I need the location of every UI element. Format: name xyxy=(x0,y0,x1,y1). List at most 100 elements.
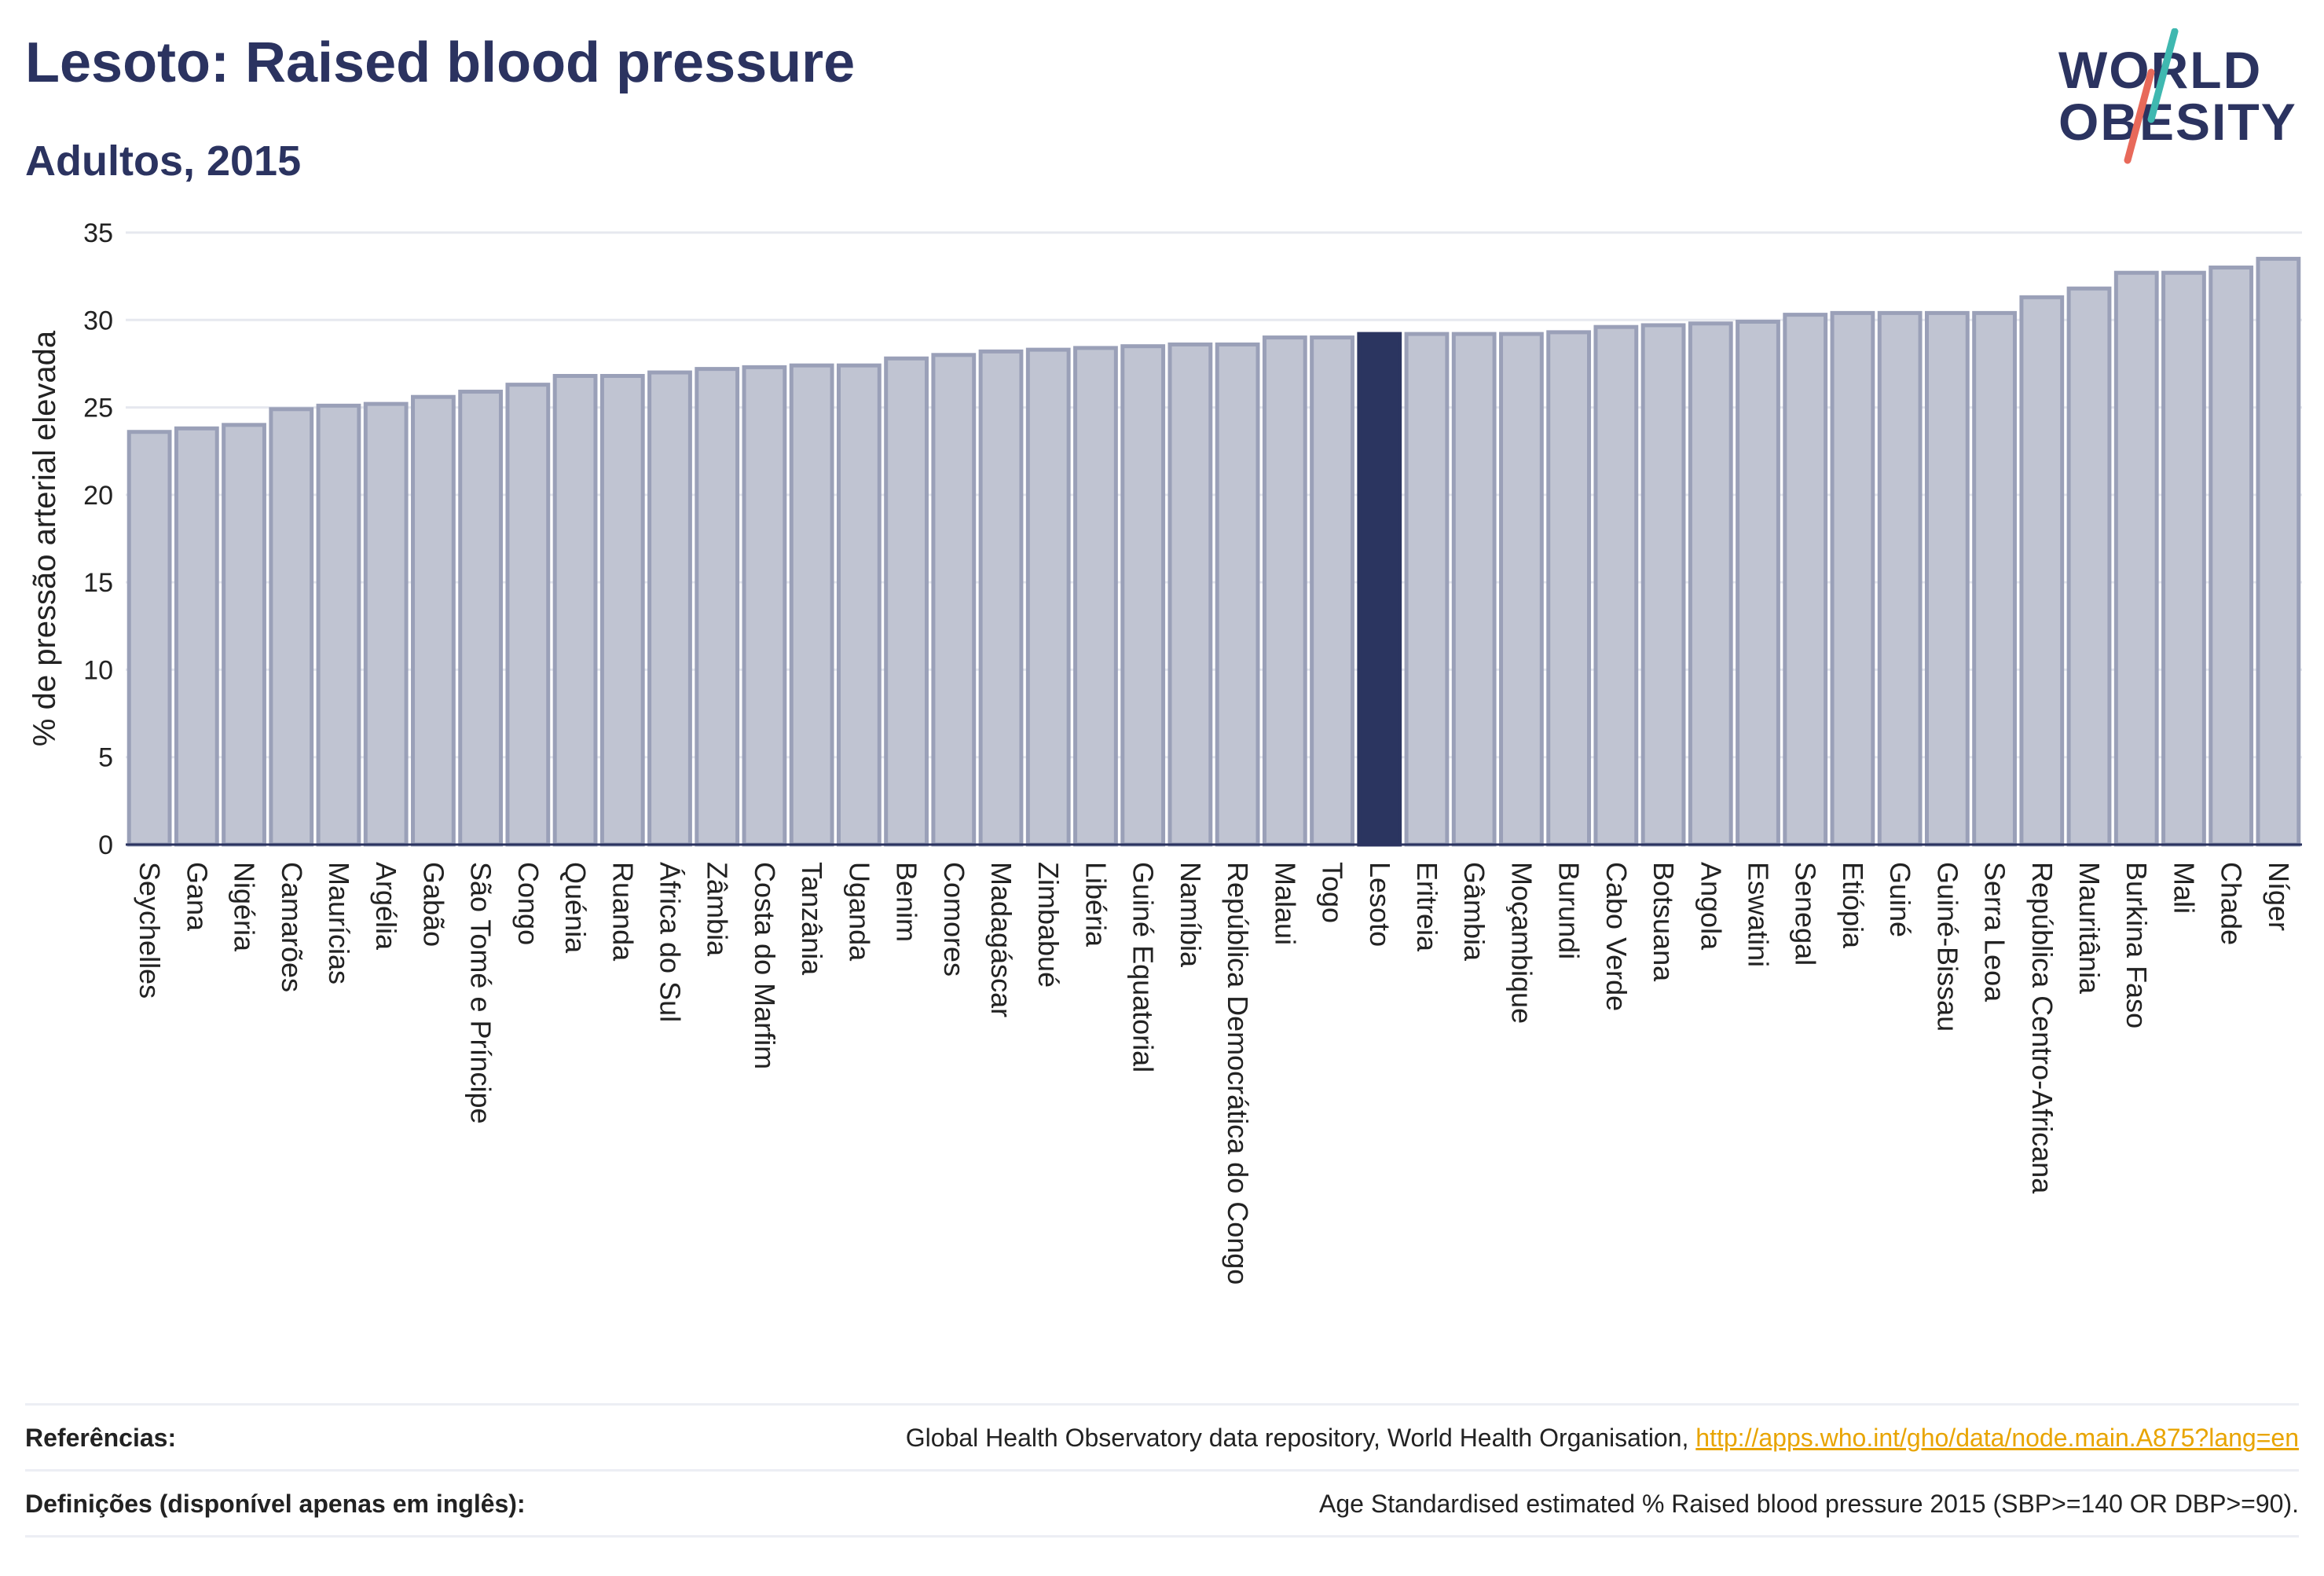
bar xyxy=(1972,310,2017,847)
bar xyxy=(978,349,1024,847)
x-tick-label: Botsuana xyxy=(1648,862,1680,982)
bar xyxy=(1546,330,1592,847)
x-tick-label: Guiné Equatorial xyxy=(1127,862,1160,1072)
y-tick-label: 15 xyxy=(83,568,113,598)
x-tick-label: Benim xyxy=(891,862,923,942)
references-value: Global Health Observatory data repositor… xyxy=(906,1424,2299,1453)
x-tick-label: Comores xyxy=(938,862,970,977)
x-tick-label: Togo xyxy=(1317,862,1349,923)
page-title: Lesoto: Raised blood pressure xyxy=(25,31,856,94)
bar xyxy=(1640,323,1686,847)
world-obesity-logo: WORLD OBESITY xyxy=(2051,28,2310,170)
bar xyxy=(458,390,504,847)
bar xyxy=(2161,270,2206,847)
x-tick-label: Seychelles xyxy=(134,862,166,999)
x-tick-label: Quénia xyxy=(559,862,592,954)
x-tick-label: Mali xyxy=(2168,862,2200,914)
bar xyxy=(836,363,882,847)
bar xyxy=(1215,342,1260,847)
x-tick-label: Maurícias xyxy=(323,862,355,984)
y-tick-label: 25 xyxy=(83,394,113,423)
bar xyxy=(1120,344,1166,847)
bar xyxy=(931,353,977,847)
x-tick-label: Chade xyxy=(2216,862,2248,945)
x-tick-label: Níger xyxy=(2263,862,2295,931)
bar xyxy=(1736,320,1780,847)
bar xyxy=(884,356,929,847)
bar xyxy=(174,426,219,847)
x-tick-label: Zimbabué xyxy=(1032,862,1065,988)
footer-divider-bottom xyxy=(25,1535,2299,1538)
bar xyxy=(316,403,361,847)
bar xyxy=(1924,310,1970,847)
x-tick-label: Burkina Faso xyxy=(2121,862,2153,1028)
bar-chart: 0 5 10 15 20 25 30 35 % de pressão arterial elev… xyxy=(27,218,2302,1285)
bar xyxy=(647,370,692,847)
bar xyxy=(222,423,266,847)
bar xyxy=(2019,295,2065,847)
definitions-label: Definições (disponível apenas em inglês)… xyxy=(25,1489,526,1518)
definitions-row: Definições (disponível apenas em inglês)… xyxy=(25,1472,2299,1535)
bar xyxy=(1025,347,1071,847)
x-tick-label: Guiné xyxy=(1884,862,1916,937)
bar xyxy=(1830,310,1875,847)
x-tick-label: Namíbia xyxy=(1175,862,1207,968)
bar xyxy=(742,365,787,847)
bar xyxy=(1262,335,1307,847)
definitions-value: Age Standardised estimated % Raised bloo… xyxy=(1319,1489,2299,1518)
x-tick-label: Malaui xyxy=(1269,862,1301,945)
bar xyxy=(1783,313,1828,847)
x-tick-label: República Democrática do Congo xyxy=(1222,862,1254,1285)
x-tick-label: Mauritânia xyxy=(2073,862,2106,995)
x-tick-label: Congo xyxy=(512,862,544,945)
bar xyxy=(2256,256,2301,847)
bar xyxy=(1593,324,1639,847)
x-tick-label: Argélia xyxy=(370,862,402,951)
x-tick-label: África do Sul xyxy=(654,862,687,1022)
x-tick-label: Gâmbia xyxy=(1458,862,1490,962)
bar xyxy=(2113,270,2159,847)
bar xyxy=(1167,342,1213,847)
bar xyxy=(411,394,456,847)
x-tick-label: Burundi xyxy=(1553,862,1585,959)
x-tick-label: Nigéria xyxy=(229,862,261,952)
x-tick-label: Moçambique xyxy=(1505,862,1538,1024)
x-tick-label: Lesoto xyxy=(1364,862,1396,947)
y-tick-label: 35 xyxy=(83,218,113,248)
bar xyxy=(789,363,834,847)
bar xyxy=(599,374,645,847)
x-tick-label: Uganda xyxy=(843,862,875,962)
footer-divider-top xyxy=(25,1403,2299,1406)
references-text: Global Health Observatory data repositor… xyxy=(905,1423,1696,1452)
references-label: Referências: xyxy=(25,1423,177,1452)
bar xyxy=(1310,335,1354,847)
x-tick-label: Serra Leoa xyxy=(1979,862,2011,1002)
x-tick-label: São Tomé e Príncipe xyxy=(465,862,497,1124)
bar xyxy=(695,367,740,847)
x-tick-label: Libéria xyxy=(1080,862,1112,947)
bar xyxy=(1451,332,1497,847)
x-tick-label: Madagáscar xyxy=(985,862,1017,1017)
y-tick-label: 0 xyxy=(98,830,113,860)
logo-slash-icon xyxy=(2124,28,2179,164)
bar xyxy=(363,401,409,847)
x-tick-label: Ruanda xyxy=(607,862,639,962)
x-tick-label: República Centro-Africana xyxy=(2026,862,2058,1194)
x-tick-label: Tanzânia xyxy=(796,862,828,976)
bar xyxy=(552,374,598,847)
logo-line-obesity: OBESITY xyxy=(2058,93,2297,151)
y-tick-label: 30 xyxy=(83,306,113,335)
references-row: Referências: Global Health Observatory d… xyxy=(25,1406,2299,1469)
x-tick-label: Camarões xyxy=(276,862,308,992)
x-tick-label: Senegal xyxy=(1790,862,1822,966)
bar xyxy=(1688,321,1733,847)
x-tick-label: Etiópia xyxy=(1837,862,1869,949)
footer-divider-middle xyxy=(25,1469,2299,1472)
references-link[interactable]: http://apps.who.int/gho/data/node.main.A… xyxy=(1695,1423,2299,1452)
x-tick-label: Guiné-Bissau xyxy=(1931,862,1963,1032)
bar xyxy=(1877,310,1923,847)
bar xyxy=(126,430,172,847)
x-tick-label: Eswatini xyxy=(1743,862,1775,967)
x-tick-label: Eritreia xyxy=(1411,862,1443,952)
x-tick-label: Angola xyxy=(1695,862,1727,951)
